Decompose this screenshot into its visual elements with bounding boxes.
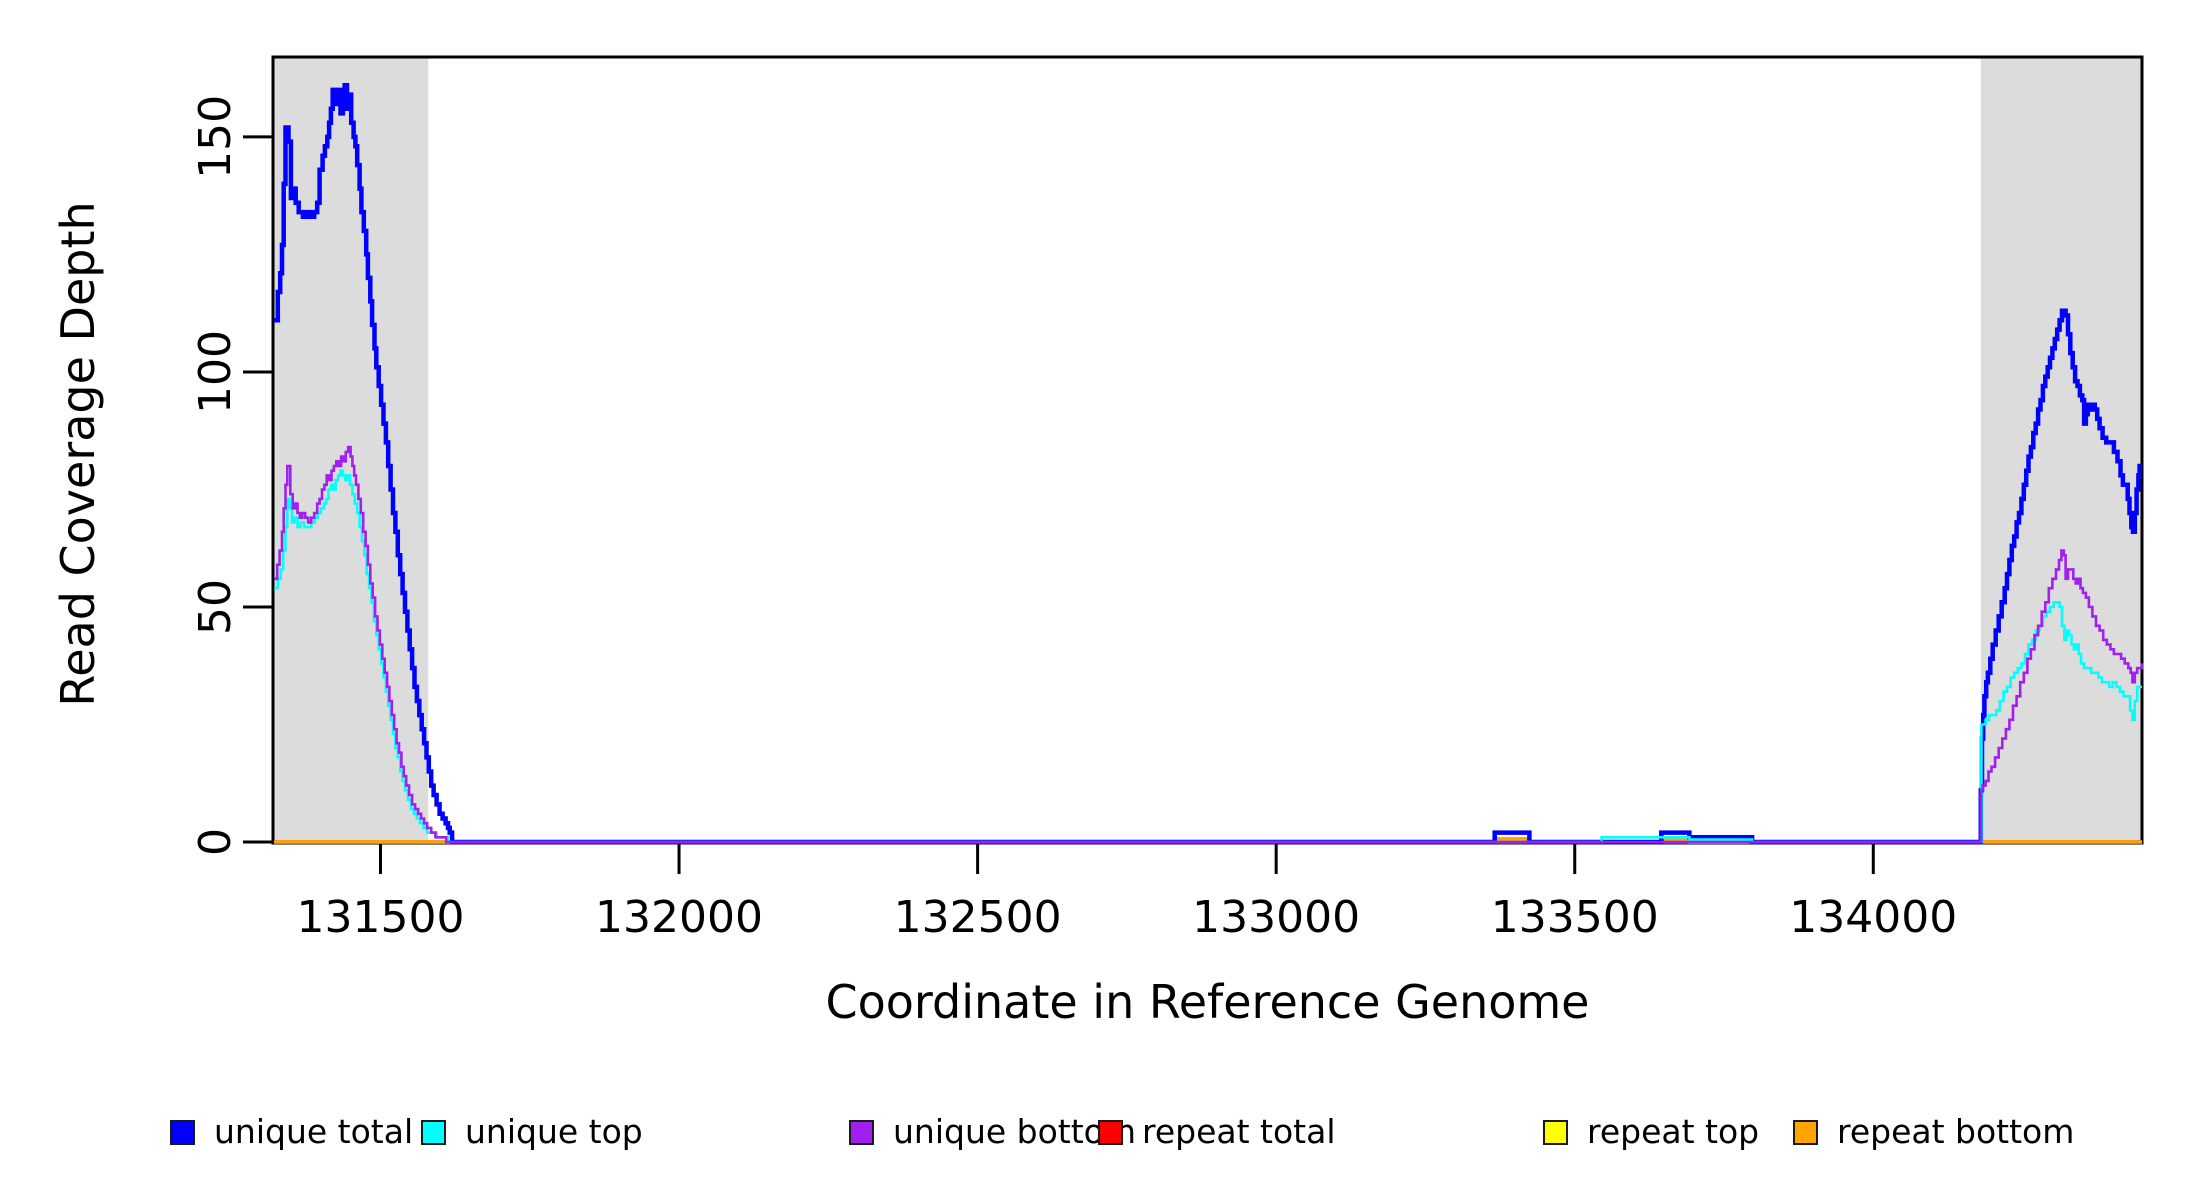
y-tick-label: 50 (190, 579, 241, 635)
unique-bottom-swatch-icon (849, 1119, 874, 1145)
y-tick-label: 100 (190, 330, 241, 414)
unique-top-swatch-icon (421, 1119, 446, 1145)
y-tick-label: 0 (190, 828, 241, 856)
unique-total-swatch-icon (170, 1119, 195, 1145)
x-tick-label: 133000 (1192, 892, 1360, 943)
legend-label: repeat bottom (1837, 1112, 2075, 1151)
x-axis-title: Coordinate in Reference Genome (825, 975, 1590, 1029)
legend-label: unique bottom (893, 1112, 1137, 1151)
legend-label: repeat total (1142, 1112, 1336, 1151)
plot-box (271, 55, 2144, 845)
legend-item-unique-bottom: unique bottom (849, 1112, 1137, 1151)
y-tick-label: 150 (190, 95, 241, 179)
x-tick-label: 132500 (894, 892, 1062, 943)
legend-item-repeat-top: repeat top (1543, 1112, 1760, 1151)
legend: unique total unique top unique bottom re… (0, 1112, 2200, 1156)
x-tick-label: 132000 (595, 892, 763, 943)
repeat-top-swatch-icon (1543, 1119, 1568, 1145)
legend-label: unique top (465, 1112, 643, 1151)
repeat-bottom-swatch-icon (1793, 1119, 1818, 1145)
x-tick-label: 134000 (1789, 892, 1957, 943)
repeat-total-swatch-icon (1098, 1119, 1123, 1145)
y-axis-title: Read Coverage Depth (51, 201, 105, 707)
series-line-unique-bottom (274, 445, 2144, 844)
legend-item-unique-top: unique top (421, 1112, 643, 1151)
x-tick-label: 131500 (296, 892, 464, 943)
legend-label: repeat top (1587, 1112, 1760, 1151)
legend-item-repeat-total: repeat total (1098, 1112, 1336, 1151)
legend-item-unique-total: unique total (170, 1112, 414, 1151)
x-tick-label: 133500 (1491, 892, 1659, 943)
legend-label: unique total (214, 1112, 414, 1151)
series-line-unique-total (274, 82, 2142, 845)
series-line-unique-top (274, 469, 2142, 844)
legend-item-repeat-bottom: repeat bottom (1793, 1112, 2075, 1151)
